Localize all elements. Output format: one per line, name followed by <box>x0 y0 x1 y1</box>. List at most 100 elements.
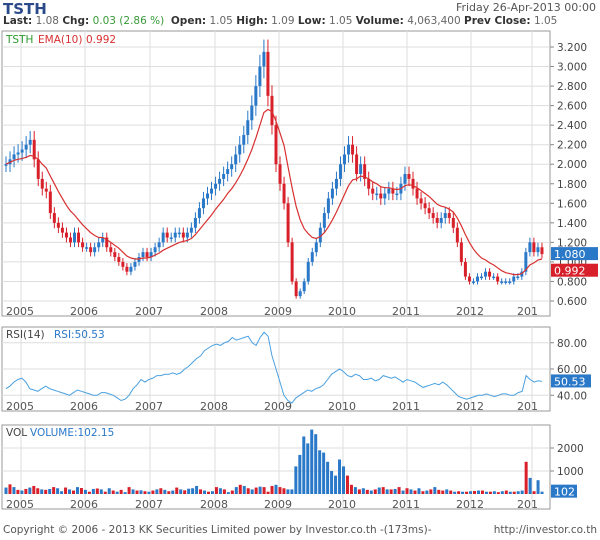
volume-bar <box>345 475 349 494</box>
volume-bar <box>72 490 75 494</box>
candle-body <box>36 159 40 179</box>
volume-bar <box>342 466 345 494</box>
candle-body <box>435 217 439 223</box>
candle-body <box>81 242 85 248</box>
volume-bar <box>226 492 230 494</box>
volume-bar <box>218 488 222 494</box>
pane-frame <box>1 30 551 317</box>
candle-body <box>60 227 64 233</box>
volume-bar <box>385 489 389 494</box>
candle-body <box>355 154 359 174</box>
y-tick-label: 2.600 <box>557 101 587 113</box>
volume-bar <box>115 491 119 494</box>
footer-url[interactable]: http://investor.co.th <box>493 524 597 536</box>
candle-body <box>451 217 455 228</box>
candle-body <box>201 198 205 209</box>
y-tick-label: 2.000 <box>557 159 587 171</box>
candle-body <box>238 144 242 155</box>
candle-body <box>290 242 294 282</box>
candle-body <box>463 261 467 277</box>
candle-body <box>310 252 314 262</box>
candle-body <box>210 188 214 194</box>
volume-bar <box>338 459 342 494</box>
volume-bar <box>222 489 226 494</box>
candle-body <box>125 266 129 272</box>
candle-body <box>467 276 471 282</box>
candle-body <box>359 164 363 174</box>
volume-bar <box>369 490 373 494</box>
volume-bar <box>83 489 87 494</box>
volume-bar <box>111 490 115 494</box>
candle-body <box>173 232 177 238</box>
candle-body <box>226 169 230 174</box>
volume-bar <box>151 490 155 494</box>
volume-bar <box>24 488 28 494</box>
x-tick-label: 201 <box>517 400 538 413</box>
candle-body <box>278 164 282 184</box>
candle-body <box>48 191 52 214</box>
volume-bar <box>44 489 48 494</box>
volume-bar <box>159 488 163 494</box>
vol-value-label: 102 <box>554 486 575 499</box>
volume-bar <box>480 490 484 494</box>
candle-body <box>351 144 355 155</box>
candle-body <box>294 281 298 297</box>
volume-bar <box>361 488 365 494</box>
candle-body <box>484 271 488 277</box>
y-tick-label: 3.000 <box>557 62 587 74</box>
volume-bar <box>508 491 512 494</box>
ema-line <box>5 108 543 276</box>
volume-bar <box>123 492 127 494</box>
candle-body <box>447 213 451 218</box>
x-tick-label: 2007 <box>135 400 163 413</box>
ema-value-tag <box>551 263 598 277</box>
volume-bar <box>461 491 465 494</box>
candle-body <box>218 178 222 184</box>
candle-body <box>161 232 165 243</box>
candle-body <box>89 247 93 253</box>
last-price-label: 1.080 <box>554 248 586 261</box>
volume-bar <box>143 491 147 494</box>
candle-body <box>407 174 411 179</box>
volume-bar <box>306 443 310 494</box>
volume-bar <box>401 490 405 494</box>
candle-body <box>496 276 500 282</box>
volume-bar <box>199 489 203 494</box>
candle-body <box>101 237 105 243</box>
volume-bar <box>457 491 461 494</box>
ema-value-label: 0.992 <box>554 265 586 278</box>
volume-bar <box>171 490 175 494</box>
y-tick-label: 40.00 <box>557 390 587 402</box>
rsi-line <box>5 331 543 404</box>
candle-body <box>500 281 504 283</box>
candle-body <box>121 261 125 267</box>
volume-bar <box>357 489 361 494</box>
candle-body <box>375 193 379 196</box>
x-tick-label: 2010 <box>328 305 356 318</box>
volume-bar <box>409 489 413 494</box>
volume-bar <box>91 488 95 494</box>
low-value: 1.05 <box>329 15 353 27</box>
vol-value-tag <box>551 484 577 498</box>
volume-bar <box>48 488 52 494</box>
volume-bar <box>286 489 290 494</box>
volume-bar <box>131 489 135 494</box>
volume-bar <box>127 487 131 494</box>
volume-bar <box>274 484 278 494</box>
y-tick-label: 0.800 <box>557 276 587 288</box>
candle-body <box>246 120 250 135</box>
candle-body <box>258 66 262 87</box>
rsi-value-label: 50.53 <box>554 375 586 388</box>
candle-body <box>250 105 254 121</box>
volume-bar <box>250 489 254 494</box>
volume-bar <box>36 488 40 494</box>
candle-body <box>177 232 181 235</box>
candle-body <box>20 149 24 153</box>
candle-body <box>423 203 427 209</box>
low-label: Low: <box>297 15 326 27</box>
x-tick-label: 201 <box>517 498 538 511</box>
candle-body <box>16 152 20 155</box>
volume-bar <box>99 489 103 494</box>
symbol-title: TSTH <box>3 0 47 18</box>
